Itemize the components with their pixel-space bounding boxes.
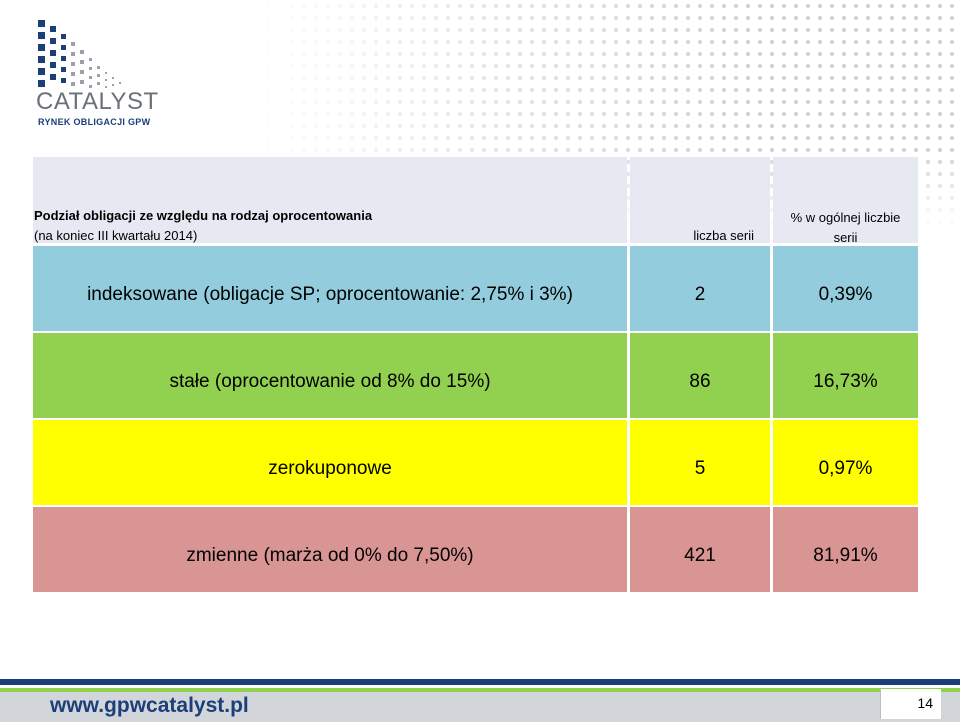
page-number: 14 (917, 695, 933, 711)
row-count: 86 (630, 333, 770, 418)
row-label: indeksowane (obligacje SP; oprocentowani… (33, 246, 627, 331)
row-percent: 0,39% (773, 246, 918, 331)
row-label: zmienne (marża od 0% do 7,50%) (33, 507, 627, 592)
row-count: 5 (630, 420, 770, 505)
footer-bar (0, 692, 960, 722)
row-percent: 81,91% (773, 507, 918, 592)
row-percent: 0,97% (773, 420, 918, 505)
header-cell-category: Podział obligacji ze względu na rodzaj o… (33, 157, 627, 243)
footer-bar-accent (0, 688, 960, 692)
column-header-percent: % w ogólnej liczbie serii (790, 210, 901, 245)
table-subtitle: (na koniec III kwartału 2014) (34, 228, 198, 243)
row-count: 2 (630, 246, 770, 331)
footer-website-link[interactable]: www.gpwcatalyst.pl (50, 694, 249, 717)
footer-bar-top (0, 679, 960, 685)
row-label: stałe (oprocentowanie od 8% do 15%) (33, 333, 627, 418)
row-count: 421 (630, 507, 770, 592)
header-cell-count: liczba serii (630, 157, 770, 243)
column-header-count: liczba serii (693, 228, 754, 243)
catalyst-logo-mark (34, 14, 164, 134)
logo-tagline: RYNEK OBLIGACJI GPW (38, 117, 151, 127)
row-percent: 16,73% (773, 333, 918, 418)
page-number-box: 14 (880, 689, 941, 719)
logo-wordmark: CATALYST (36, 88, 159, 115)
table-title: Podział obligacji ze względu na rodzaj o… (34, 208, 373, 223)
row-label: zerokuponowe (33, 420, 627, 505)
header-cell-percent: % w ogólnej liczbie serii (773, 157, 918, 245)
